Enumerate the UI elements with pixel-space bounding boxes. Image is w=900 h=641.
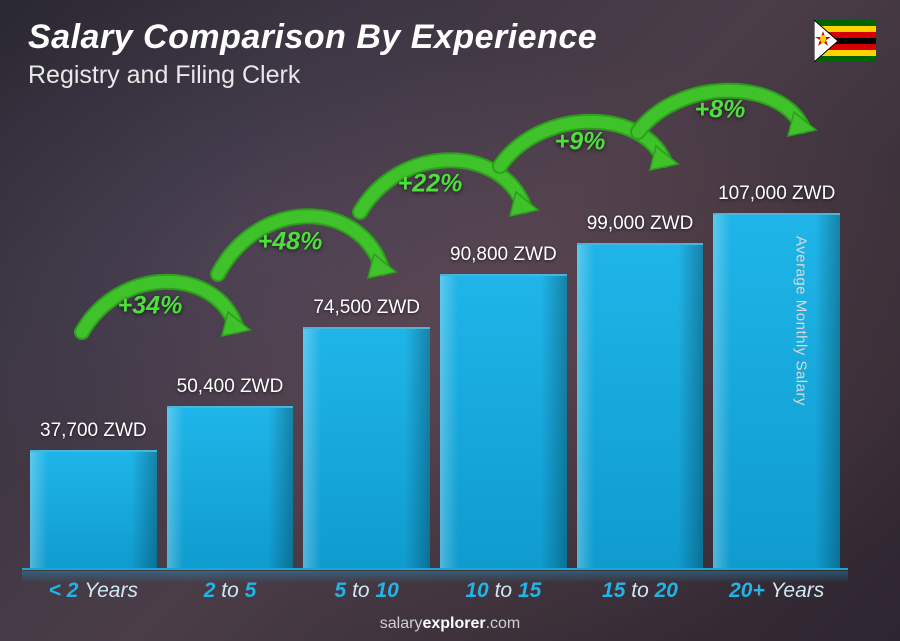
bar-value-label: 74,500 ZWD bbox=[313, 297, 420, 319]
growth-percentage-label: +22% bbox=[398, 170, 463, 199]
growth-percentage-label: +34% bbox=[118, 292, 183, 321]
bar-value-label: 90,800 ZWD bbox=[450, 244, 557, 266]
y-axis-label: Average Monthly Salary bbox=[793, 236, 810, 406]
growth-percentage-label: +48% bbox=[258, 228, 323, 257]
growth-arc: +8% bbox=[628, 82, 828, 140]
chart-baseline-shadow bbox=[22, 571, 848, 583]
bar bbox=[30, 450, 157, 569]
chart-container: Salary Comparison By Experience Registry… bbox=[0, 0, 900, 641]
bar-value-label: 50,400 ZWD bbox=[177, 376, 284, 398]
bar bbox=[440, 274, 567, 569]
bar-slot: 107,000 ZWD20+ Years bbox=[713, 100, 840, 569]
growth-percentage-label: +8% bbox=[695, 96, 746, 125]
chart-baseline bbox=[22, 568, 848, 570]
footer-attribution: salaryexplorer.com bbox=[0, 615, 900, 633]
bar-value-label: 99,000 ZWD bbox=[587, 213, 694, 235]
bar-value-label: 37,700 ZWD bbox=[40, 420, 147, 442]
footer-suffix: .com bbox=[486, 615, 521, 632]
bar-value-label: 107,000 ZWD bbox=[718, 183, 835, 205]
footer-prefix: salary bbox=[380, 615, 423, 632]
chart-subtitle: Registry and Filing Clerk bbox=[28, 61, 597, 90]
chart-title: Salary Comparison By Experience bbox=[28, 18, 597, 57]
bar bbox=[577, 243, 704, 569]
footer-bold: explorer bbox=[422, 615, 485, 632]
growth-percentage-label: +9% bbox=[555, 128, 606, 157]
bar bbox=[713, 213, 840, 569]
bar bbox=[167, 406, 294, 569]
zimbabwe-flag-icon bbox=[814, 20, 876, 62]
title-block: Salary Comparison By Experience Registry… bbox=[28, 18, 597, 90]
bar bbox=[303, 327, 430, 569]
